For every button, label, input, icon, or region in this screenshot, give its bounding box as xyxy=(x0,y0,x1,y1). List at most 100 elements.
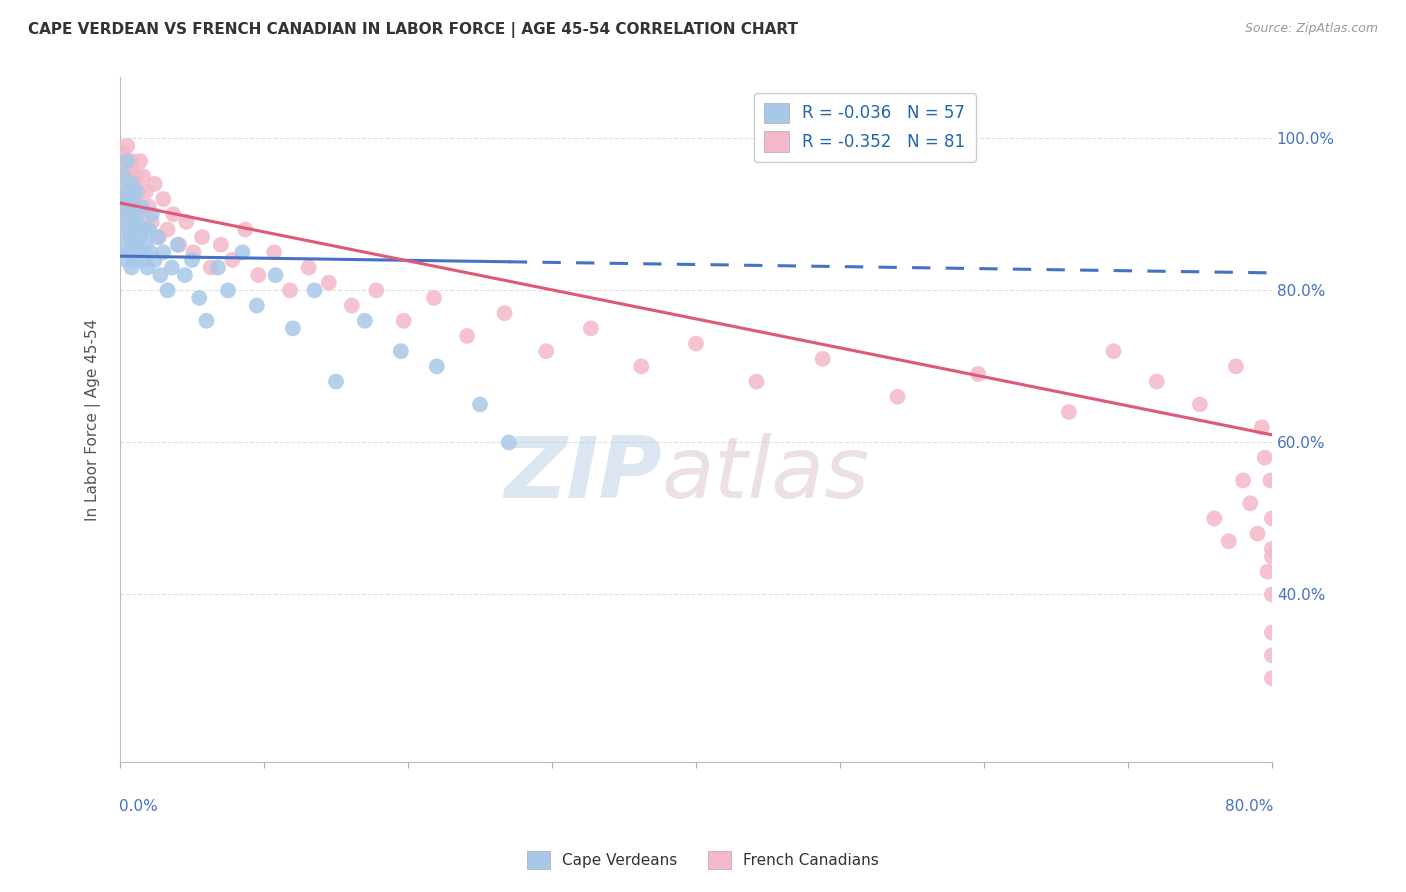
Point xyxy=(423,291,446,305)
Point xyxy=(353,314,375,328)
Point xyxy=(207,260,229,275)
Point xyxy=(146,230,169,244)
Point xyxy=(141,207,163,221)
Point xyxy=(122,177,145,191)
Point xyxy=(118,215,141,229)
Point xyxy=(152,192,174,206)
Point xyxy=(132,169,155,184)
Point xyxy=(128,185,150,199)
Point xyxy=(263,245,285,260)
Point xyxy=(188,291,211,305)
Point xyxy=(160,260,183,275)
Point xyxy=(114,252,136,267)
Point xyxy=(174,215,197,229)
Point xyxy=(264,268,287,282)
Point xyxy=(111,222,134,236)
Text: Source: ZipAtlas.com: Source: ZipAtlas.com xyxy=(1244,22,1378,36)
Point xyxy=(1261,549,1284,564)
Point xyxy=(166,237,188,252)
Point xyxy=(221,252,243,267)
Point xyxy=(110,169,132,184)
Point xyxy=(124,252,146,267)
Point xyxy=(125,185,148,199)
Point xyxy=(1232,474,1254,488)
Point xyxy=(1239,496,1261,510)
Point xyxy=(117,207,139,221)
Point xyxy=(118,169,141,184)
Point xyxy=(148,230,170,244)
Point xyxy=(121,154,143,169)
Point xyxy=(1146,375,1168,389)
Point xyxy=(1260,474,1282,488)
Point xyxy=(183,245,205,260)
Point xyxy=(121,260,143,275)
Point xyxy=(111,169,134,184)
Point xyxy=(139,245,162,260)
Text: 80.0%: 80.0% xyxy=(1225,799,1272,814)
Point xyxy=(141,215,163,229)
Point xyxy=(117,154,139,169)
Point xyxy=(1261,648,1284,663)
Point xyxy=(247,268,270,282)
Text: 0.0%: 0.0% xyxy=(120,799,157,814)
Point xyxy=(426,359,449,374)
Point xyxy=(131,200,153,214)
Point xyxy=(1261,587,1284,601)
Point xyxy=(125,169,148,184)
Point xyxy=(217,284,239,298)
Point xyxy=(366,284,388,298)
Point xyxy=(231,245,253,260)
Point xyxy=(121,177,143,191)
Point xyxy=(152,245,174,260)
Point xyxy=(156,284,179,298)
Point xyxy=(1218,534,1240,549)
Point xyxy=(1188,397,1211,411)
Point xyxy=(579,321,602,335)
Point xyxy=(200,260,222,275)
Point xyxy=(167,237,190,252)
Point xyxy=(209,237,232,252)
Point xyxy=(281,321,304,335)
Point xyxy=(1057,405,1080,419)
Point xyxy=(685,336,707,351)
Point xyxy=(1225,359,1247,374)
Point xyxy=(494,306,516,320)
Point xyxy=(138,222,160,236)
Point xyxy=(181,252,204,267)
Point xyxy=(128,245,150,260)
Point xyxy=(195,314,218,328)
Point xyxy=(110,192,132,206)
Point xyxy=(191,230,214,244)
Point xyxy=(122,237,145,252)
Y-axis label: In Labor Force | Age 45-54: In Labor Force | Age 45-54 xyxy=(86,318,101,521)
Point xyxy=(278,284,301,298)
Point xyxy=(173,268,195,282)
Point xyxy=(114,185,136,199)
Point xyxy=(127,207,149,221)
Point xyxy=(134,222,156,236)
Point xyxy=(112,200,135,214)
Point xyxy=(143,252,166,267)
Point xyxy=(127,215,149,229)
Point xyxy=(136,260,159,275)
Point xyxy=(112,161,135,176)
Point xyxy=(117,139,139,153)
Point xyxy=(1102,344,1125,359)
Text: atlas: atlas xyxy=(661,433,869,516)
Point xyxy=(1261,541,1284,556)
Point xyxy=(156,222,179,236)
Legend: Cape Verdeans, French Canadians: Cape Verdeans, French Canadians xyxy=(522,845,884,875)
Point xyxy=(124,222,146,236)
Point xyxy=(325,375,347,389)
Point xyxy=(111,146,134,161)
Point xyxy=(1257,565,1279,579)
Point xyxy=(120,161,142,176)
Point xyxy=(1246,526,1268,541)
Point xyxy=(120,230,142,244)
Point xyxy=(340,299,363,313)
Point xyxy=(886,390,908,404)
Point xyxy=(114,185,136,199)
Legend: R = -0.036   N = 57, R = -0.352   N = 81: R = -0.036 N = 57, R = -0.352 N = 81 xyxy=(754,93,976,161)
Point xyxy=(967,367,990,381)
Point xyxy=(125,207,148,221)
